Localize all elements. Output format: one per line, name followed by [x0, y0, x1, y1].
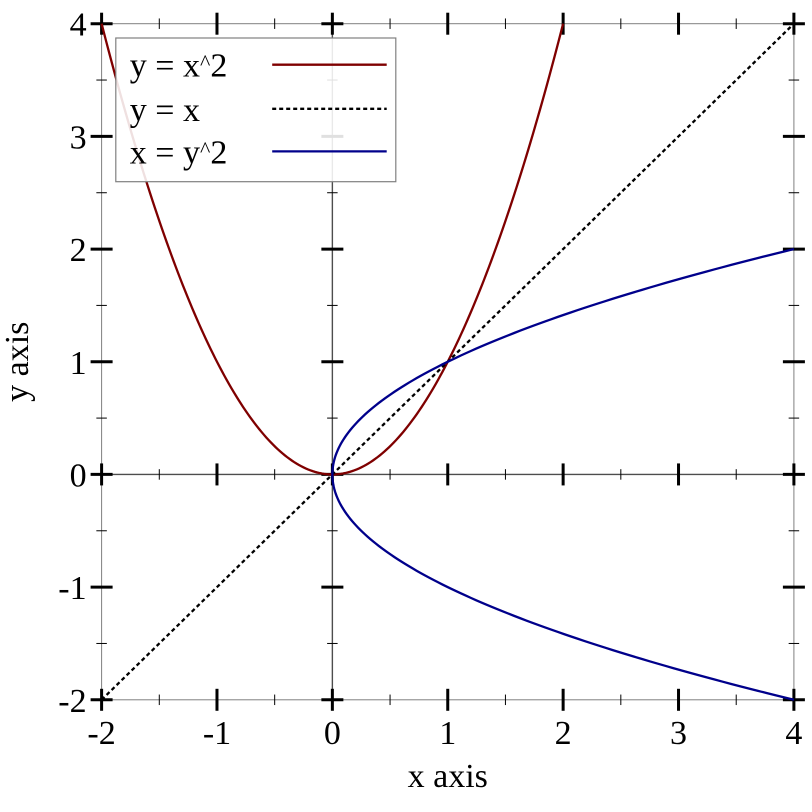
svg-text:2: 2 [70, 232, 87, 269]
svg-text:1: 1 [439, 715, 456, 752]
svg-text:1: 1 [70, 345, 87, 382]
svg-text:3: 3 [70, 119, 87, 156]
svg-text:-1: -1 [58, 570, 86, 607]
svg-text:-1: -1 [203, 715, 231, 752]
svg-text:y axis: y axis [0, 322, 36, 402]
svg-text:4: 4 [70, 7, 87, 44]
svg-text:-2: -2 [58, 683, 86, 720]
svg-text:0: 0 [70, 457, 87, 494]
svg-text:-2: -2 [87, 715, 115, 752]
svg-text:x axis: x axis [408, 758, 488, 795]
svg-text:4: 4 [785, 715, 802, 752]
svg-text:3: 3 [670, 715, 687, 752]
svg-text:0: 0 [324, 715, 341, 752]
svg-text:y = x^2: y = x^2 [130, 48, 228, 85]
svg-text:2: 2 [555, 715, 572, 752]
svg-text:y = x: y = x [130, 92, 200, 129]
svg-text:x = y^2: x = y^2 [130, 134, 228, 171]
